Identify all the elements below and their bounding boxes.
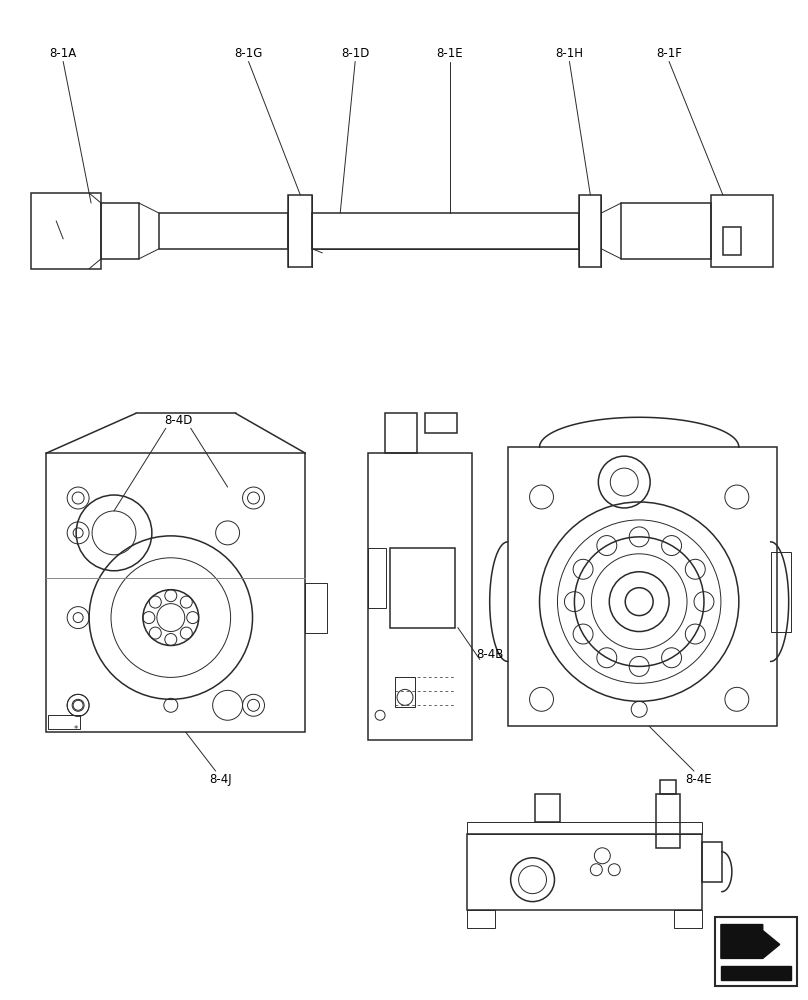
Bar — [305, 583, 327, 633]
Bar — [46, 453, 305, 732]
Bar — [711, 195, 772, 267]
Bar — [395, 677, 415, 707]
Polygon shape — [721, 925, 780, 958]
Bar — [467, 822, 702, 834]
Bar — [771, 552, 791, 632]
Bar — [32, 193, 101, 269]
Bar — [715, 917, 797, 986]
Text: 8-1D: 8-1D — [341, 47, 369, 60]
Bar — [702, 842, 722, 882]
Bar — [390, 548, 455, 628]
Text: 8-1E: 8-1E — [436, 47, 463, 60]
Bar — [48, 715, 80, 729]
Text: 8-1A: 8-1A — [49, 47, 77, 60]
Bar — [467, 834, 702, 910]
Text: 8-1F: 8-1F — [656, 47, 682, 60]
Polygon shape — [721, 966, 791, 980]
Bar — [159, 213, 288, 249]
Bar — [368, 548, 386, 608]
Bar — [425, 413, 457, 433]
Bar — [467, 910, 494, 928]
Text: 8-4E: 8-4E — [686, 773, 713, 786]
Bar — [674, 910, 702, 928]
Bar — [660, 780, 676, 794]
Bar — [535, 794, 561, 822]
Bar — [621, 203, 711, 259]
Bar — [101, 203, 139, 259]
Bar — [288, 195, 313, 267]
Bar — [368, 453, 472, 740]
Text: 8-4J: 8-4J — [209, 773, 232, 786]
Bar — [385, 413, 417, 453]
Bar — [579, 195, 601, 267]
Bar — [313, 213, 579, 249]
Text: 8-4D: 8-4D — [165, 414, 193, 427]
Text: 8-1G: 8-1G — [234, 47, 263, 60]
Text: 8-4B: 8-4B — [476, 648, 503, 661]
Bar — [656, 794, 680, 848]
Text: *: * — [74, 725, 78, 734]
Bar — [507, 447, 776, 726]
Text: 8-1H: 8-1H — [555, 47, 583, 60]
Bar — [723, 227, 741, 255]
